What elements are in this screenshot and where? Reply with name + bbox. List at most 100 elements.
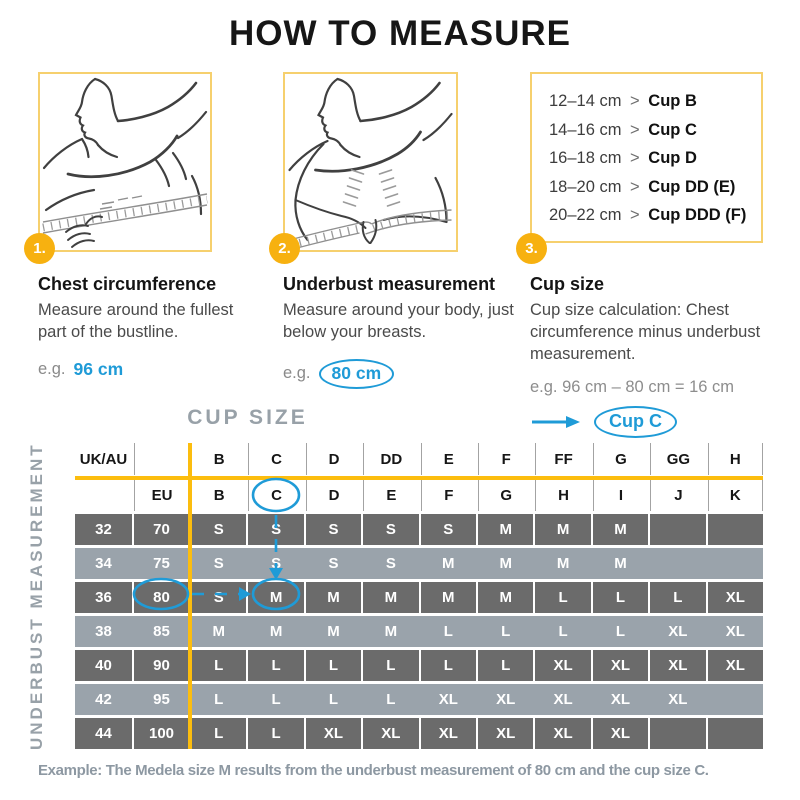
garment-size-cell: XL [725,623,745,640]
garment-size-cell: M [478,514,534,545]
step-1-heading: Chest circumference [38,274,217,294]
cup-reference-range: 16–18 cm [549,149,622,167]
size-table: UK/AU B C D DD E F FF G GG H EU B C D E F G H I J K 32 70 S S S S… [75,443,763,749]
garment-size-cell [650,548,705,579]
cup-reference-cup: Cup DD (E) [648,177,736,196]
garment-size-cell: S [420,514,476,545]
step-1-text: Chest circumference Measure around the f… [38,274,264,380]
ukau-size-cell: 44 [75,718,132,749]
garment-size-cell: M [499,555,512,572]
step-2-badge: 2. [269,233,300,264]
ukau-size-cell: 38 [95,623,112,640]
garment-size-cell: XL [305,718,362,749]
header-cell-ukau: G [592,443,648,475]
garment-size-cell: L [328,691,339,708]
garment-size-cell: L [501,623,511,640]
garment-size-cell: XL [650,650,706,681]
garment-size-cell: L [443,623,453,640]
garment-size-cell: L [271,691,281,708]
garment-size-cell: S [213,555,224,572]
garment-size-cell: M [535,514,591,545]
garment-size-cell [708,684,763,715]
header-cell-eu [75,479,132,511]
garment-size-cell: M [305,582,362,613]
garment-size-cell: L [592,582,649,613]
garment-size-cell: M [442,555,455,572]
garment-size-cell: L [191,718,247,749]
garment-size-cell: M [592,514,649,545]
eu-size-cell: 90 [134,650,189,681]
cup-reference-separator: > [625,206,645,224]
garment-size-cell: L [478,650,534,681]
garment-size-cell: XL [610,691,631,708]
table-title: CUP SIZE [187,406,308,429]
cup-reference-cup: Cup C [648,120,697,139]
garment-size-cell: L [650,582,706,613]
step-1-badge: 1. [24,233,55,264]
garment-size-cell: L [248,650,304,681]
garment-size-cell: L [191,650,247,681]
garment-size-cell: XL [553,691,573,708]
table-body: 32 70 S S S S S M M M 34 75 S S S S M M M M 36 80 S M M M M M L L L XL 3… [75,514,763,749]
garment-size-cell: M [420,582,476,613]
garment-size-cell: M [363,582,419,613]
garment-size-cell: XL [592,650,649,681]
ukau-size-cell: 42 [95,691,112,708]
cup-reference-row: 20–22 cm > Cup DDD (F) [549,201,761,230]
header-cell-ukau: F [478,443,533,475]
header-cell-eu: B [191,479,246,511]
garment-size-cell: XL [592,718,649,749]
step-3-formula: e.g. 96 cm – 80 cm = 16 cm [530,378,735,397]
garment-size-cell: S [305,514,362,545]
garment-size-cell: XL [668,691,688,708]
header-cell-eu: K [707,479,763,511]
underbust-measurement-illustration [283,72,458,252]
step-3-result-circled: Cup C [594,406,677,439]
woman-underbust-tape-drawing [288,77,453,251]
cup-reference-row: 16–18 cm > Cup D [549,144,761,173]
cup-reference-separator: > [625,120,645,139]
cup-reference-separator: > [625,177,645,196]
step-2-heading: Underbust measurement [283,274,496,294]
step-3-body: Cup size calculation: Chest circumferenc… [530,301,761,363]
cup-reference-row: 18–20 cm > Cup DD (E) [549,173,761,202]
step-1-body: Measure around the fullest part of the b… [38,301,234,341]
table-row: 32 70 S S S S S M M M [75,514,763,545]
garment-size-cell [707,718,763,749]
garment-size-cell: XL [707,650,763,681]
step-1-example-prefix: e.g. [38,359,66,378]
header-cell-ukau: D [305,443,361,475]
cup-reference-range: 12–14 cm [549,92,622,110]
cup-reference-range: 20–22 cm [549,206,622,224]
garment-size-cell: XL [707,582,763,613]
cup-reference-cup: Cup D [648,149,697,167]
table-row: 44 100 L L XL XL XL XL XL XL [75,718,763,749]
garment-size-cell: M [384,623,398,640]
table-row: 36 80 S M M M M M L L L XL [75,582,763,613]
eu-size-cell: 85 [153,623,170,640]
table-row: 42 95 L L L L XL XL XL XL XL [75,684,763,715]
step-1-example-value: 96 cm [73,358,124,379]
garment-size-cell: M [327,623,340,640]
garment-size-cell: M [269,623,283,640]
cup-reference-range: 14–16 cm [549,120,622,139]
header-row-ukau: UK/AU B C D DD E F FF G GG H [75,443,763,475]
step-3-text: Cup size Cup size calculation: Chest cir… [530,274,768,439]
garment-size-cell: L [305,650,362,681]
garment-size-cell [650,514,706,545]
yellow-horizontal-line [75,476,763,480]
header-cell-ukau: H [707,443,763,475]
cup-size-reference-box: 12–14 cm > Cup B 14–16 cm > Cup C 16–18 cm… [530,72,763,243]
yellow-vertical-line [188,443,192,749]
eu-size-cell: 100 [134,718,189,749]
step-3-badge: 3. [516,233,547,264]
step-2-example-circled-value: 80 cm [318,358,395,389]
garment-size-cell: M [212,623,225,640]
garment-size-cell: S [248,514,304,545]
garment-size-cell: L [615,623,626,640]
step-2-text: Underbust measurement Measure around you… [283,274,518,389]
header-cell-eu: E [363,479,418,511]
step-2-example-prefix: e.g. [283,364,311,383]
header-cell-eu: J [650,479,705,511]
cup-reference-cup: Cup DDD (F) [648,206,747,224]
